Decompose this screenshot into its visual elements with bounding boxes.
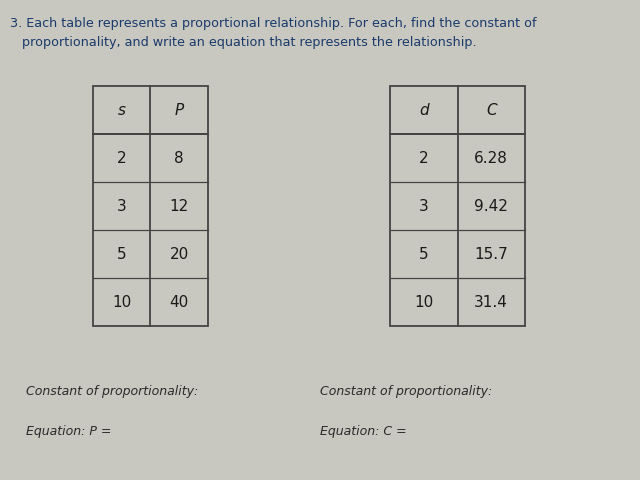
Text: 31.4: 31.4 <box>474 295 508 310</box>
Text: C: C <box>486 103 497 118</box>
Text: 2: 2 <box>116 151 127 166</box>
Text: 3: 3 <box>419 199 429 214</box>
Text: 5: 5 <box>419 247 429 262</box>
Text: 3: 3 <box>116 199 127 214</box>
Text: 40: 40 <box>170 295 189 310</box>
Text: proportionality, and write an equation that represents the relationship.: proportionality, and write an equation t… <box>10 36 476 49</box>
Bar <box>93 134 208 326</box>
Text: 5: 5 <box>116 247 127 262</box>
Text: Constant of proportionality:: Constant of proportionality: <box>320 384 492 398</box>
Bar <box>390 134 525 326</box>
Text: Equation: C =: Equation: C = <box>320 425 406 439</box>
Text: 15.7: 15.7 <box>474 247 508 262</box>
Text: 9.42: 9.42 <box>474 199 508 214</box>
Text: Constant of proportionality:: Constant of proportionality: <box>26 384 198 398</box>
Text: 20: 20 <box>170 247 189 262</box>
Text: 2: 2 <box>419 151 429 166</box>
Text: 8: 8 <box>174 151 184 166</box>
Text: 10: 10 <box>414 295 434 310</box>
Text: d: d <box>419 103 429 118</box>
Text: 3. Each table represents a proportional relationship. For each, find the constan: 3. Each table represents a proportional … <box>10 17 536 30</box>
Text: P: P <box>175 103 184 118</box>
Text: Equation: P =: Equation: P = <box>26 425 111 439</box>
Bar <box>93 86 208 134</box>
Text: 12: 12 <box>170 199 189 214</box>
Text: 10: 10 <box>112 295 131 310</box>
Text: s: s <box>118 103 125 118</box>
Bar <box>390 86 525 134</box>
Text: 6.28: 6.28 <box>474 151 508 166</box>
